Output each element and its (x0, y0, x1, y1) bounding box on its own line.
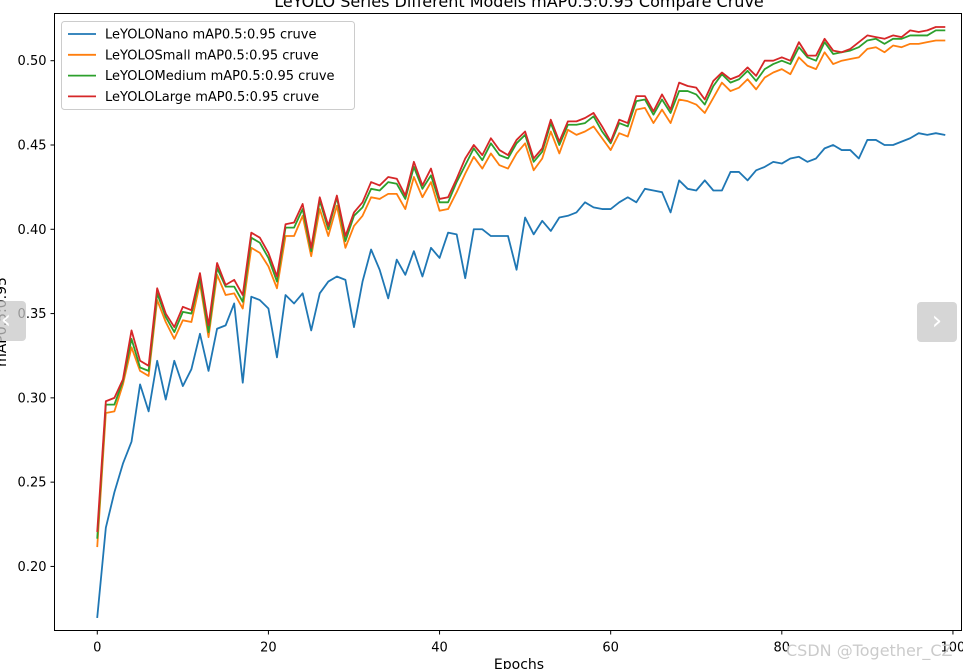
series-layer (96, 26, 946, 618)
y-tick-label: 0.40 (18, 223, 47, 238)
x-tick-label: 60 (602, 641, 619, 656)
previous-image-button[interactable]: ‹ (0, 301, 26, 341)
chart-title: LeYOLO Series Different Models mAP0.5:0.… (274, 0, 764, 11)
x-tick-label: 100 (941, 641, 963, 656)
series-line-2 (96, 39, 946, 548)
x-tick-label: 0 (93, 641, 101, 656)
legend-label-2: LeYOLOSmall mAP0.5:0.95 cruve (105, 48, 319, 63)
legend-label-3: LeYOLOMedium mAP0.5:0.95 cruve (105, 69, 335, 84)
x-tick-label: 80 (774, 641, 791, 656)
x-axis-ticks: 0 20 40 60 80 100 (93, 630, 963, 656)
plot-area-frame (54, 13, 962, 631)
legend: LeYOLONano mAP0.5:0.95 cruve LeYOLOSmall … (61, 21, 355, 110)
x-axis-label: Epochs (494, 657, 544, 669)
y-tick-label: 0.50 (18, 54, 47, 69)
next-image-button[interactable]: › (917, 302, 957, 342)
y-tick-label: 0.20 (18, 560, 47, 575)
x-tick-label: 40 (431, 641, 448, 656)
series-line-3 (96, 29, 946, 539)
x-tick-label: 20 (260, 641, 277, 656)
legend-label-4: LeYOLOLarge mAP0.5:0.95 cruve (105, 90, 319, 105)
legend-label-1: LeYOLONano mAP0.5:0.95 cruve (105, 28, 316, 43)
y-tick-label: 0.30 (18, 391, 47, 406)
watermark-text: CSDN @Together_CZ (786, 641, 953, 660)
legend-box (61, 21, 355, 110)
series-line-1 (96, 132, 946, 618)
y-axis-ticks: 0.200.250.300.350.400.450.50 (18, 54, 55, 575)
y-tick-label: 0.45 (18, 138, 47, 153)
series-line-4 (96, 26, 946, 532)
y-tick-label: 0.25 (18, 476, 47, 491)
